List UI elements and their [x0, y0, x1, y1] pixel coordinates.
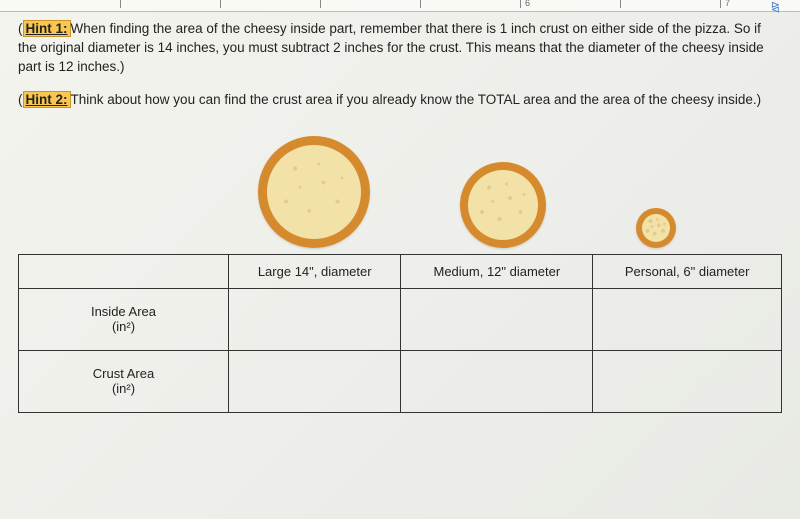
hint-1-text: When finding the area of the cheesy insi…	[18, 21, 764, 74]
pizza-row	[18, 128, 782, 248]
hint-2: (Hint 2:Think about how you can find the…	[18, 91, 782, 110]
ruler-number: 7	[725, 0, 730, 8]
header-large: Large 14", diameter	[229, 254, 401, 288]
cell-inside-medium[interactable]	[401, 288, 593, 350]
ruler-number: 6	[525, 0, 530, 8]
row-label-crust: Crust Area (in²)	[19, 350, 229, 412]
ruler: 6 7 ⧎	[0, 0, 800, 12]
hint-2-label: Hint 2:	[23, 91, 71, 108]
cell-inside-large[interactable]	[229, 288, 401, 350]
area-table: Large 14", diameter Medium, 12" diameter…	[18, 254, 782, 413]
margin-marker-icon: ⧎	[771, 0, 780, 13]
hint-1: (Hint 1:When finding the area of the che…	[18, 20, 782, 77]
header-personal: Personal, 6" diameter	[593, 254, 782, 288]
row-label-inside: Inside Area (in²)	[19, 288, 229, 350]
cell-inside-personal[interactable]	[593, 288, 782, 350]
cell-crust-personal[interactable]	[593, 350, 782, 412]
table-corner	[19, 254, 229, 288]
pizza-medium	[460, 162, 546, 248]
cell-crust-medium[interactable]	[401, 350, 593, 412]
hint-2-text: Think about how you can find the crust a…	[71, 92, 762, 107]
pizza-personal	[636, 208, 676, 248]
header-medium: Medium, 12" diameter	[401, 254, 593, 288]
cell-crust-large[interactable]	[229, 350, 401, 412]
pizza-large	[258, 136, 370, 248]
worksheet-content: (Hint 1:When finding the area of the che…	[0, 0, 800, 413]
hint-1-label: Hint 1:	[23, 20, 71, 37]
